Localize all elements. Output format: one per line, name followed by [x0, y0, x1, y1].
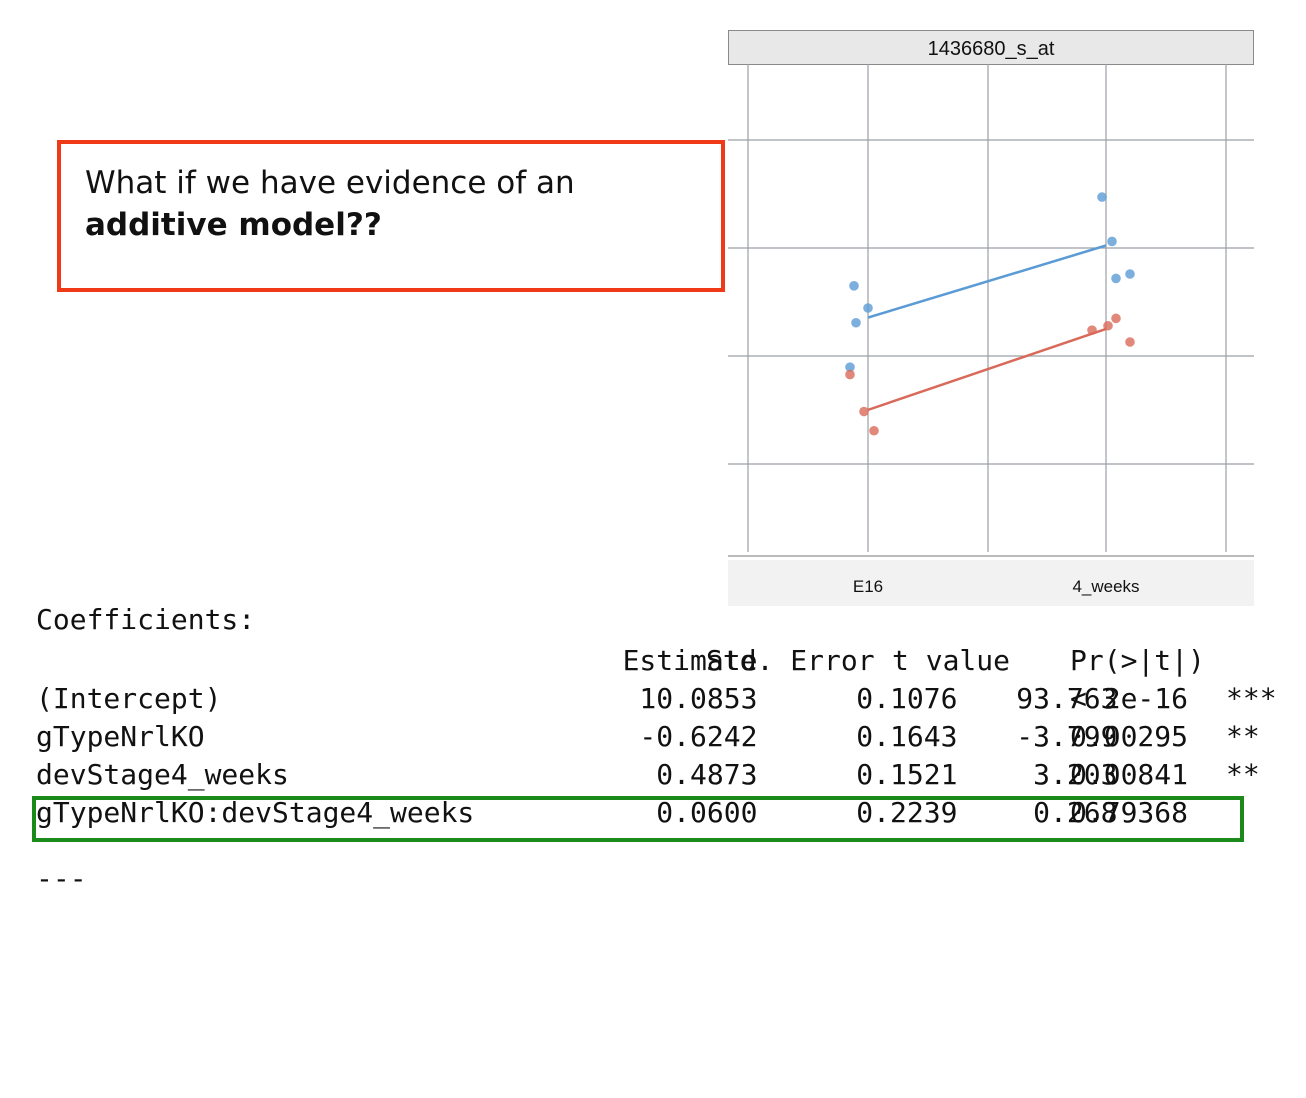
header-p-value: Pr(>|t|) [1070, 644, 1205, 677]
row-name: devStage4_weeks [36, 758, 289, 791]
callout-line-2: additive model?? [85, 207, 382, 243]
data-point [859, 406, 869, 417]
coefficients-header-row: Estimate Std. Error t value Pr(>|t|) [36, 642, 1205, 680]
x-tick-label: 4_weeks [1072, 577, 1139, 596]
row-t-value: -3.799 [1016, 720, 1118, 753]
table-row: devStage4_weeks 0.4873 0.1521 3.203 0.00… [36, 756, 1260, 794]
data-point [1111, 273, 1121, 284]
row-p-value: 0.00295 [1070, 720, 1189, 753]
data-point [849, 281, 859, 291]
x-axis-background [728, 560, 1254, 606]
row-p-value: 0.00841 [1070, 758, 1189, 791]
row-name: gTypeNrlKO [36, 720, 205, 753]
data-point [1107, 236, 1117, 247]
data-point [851, 317, 861, 328]
coefficients-table: Estimate Std. Error t value Pr(>|t|) (In… [36, 642, 1277, 832]
row-t-value: 3.203 [1033, 758, 1118, 791]
table-row: (Intercept) 10.0853 0.1076 93.763 < 2e-1… [36, 680, 1277, 718]
row-estimate: -0.6242 [639, 720, 758, 753]
data-point [869, 425, 879, 436]
fit-line [867, 244, 1107, 319]
interaction-highlight-box [32, 796, 1244, 842]
fit-line [867, 327, 1107, 412]
data-point [1111, 313, 1121, 324]
row-estimate: 0.4873 [656, 758, 758, 791]
callout-line-1: What if we have evidence of an [85, 165, 575, 201]
coefficients-title: Coefficients: [36, 603, 256, 636]
row-t-value: 93.763 [1016, 682, 1118, 715]
strip-background [728, 30, 1254, 65]
row-estimate: 0.0600 [656, 796, 758, 829]
row-std-error: 0.1643 [856, 720, 958, 753]
chart-title: 1436680_s_at [928, 38, 1055, 60]
header-std-error: Std. Error [706, 644, 875, 677]
data-point [1125, 337, 1135, 347]
table-row: gTypeNrlKO -0.6242 0.1643 -3.799 0.00295… [36, 718, 1260, 756]
strip-plot: 1436680_s_at E16 4_weeks [728, 30, 1254, 606]
row-signif: ** [1226, 720, 1260, 753]
table-row-highlighted: gTypeNrlKO:devStage4_weeks 0.0600 0.2239… [36, 794, 1188, 832]
row-signif: ** [1226, 758, 1260, 791]
row-p-value: < 2e-16 [1070, 682, 1189, 715]
row-p-value: 0.79368 [1070, 796, 1189, 829]
row-name: (Intercept) [36, 682, 222, 715]
plot-background [728, 30, 1254, 606]
row-name: gTypeNrlKO:devStage4_weeks [36, 796, 475, 829]
row-signif: *** [1226, 682, 1277, 715]
data-point [845, 362, 855, 372]
data-point [1097, 192, 1107, 202]
row-t-value: 0.268 [1033, 796, 1118, 829]
callout-box: What if we have evidence of an additive … [57, 140, 725, 292]
row-estimate: 10.0853 [639, 682, 758, 715]
data-point [845, 369, 855, 380]
data-point [1125, 269, 1135, 279]
data-point [863, 303, 873, 313]
output-ellipsis: --- [36, 862, 87, 895]
header-estimate: Estimate [622, 644, 758, 677]
x-tick-label: E16 [853, 577, 883, 596]
header-t-value: t value [892, 644, 1011, 677]
row-std-error: 0.1076 [856, 682, 958, 715]
row-std-error: 0.1521 [856, 758, 958, 791]
row-std-error: 0.2239 [856, 796, 958, 829]
